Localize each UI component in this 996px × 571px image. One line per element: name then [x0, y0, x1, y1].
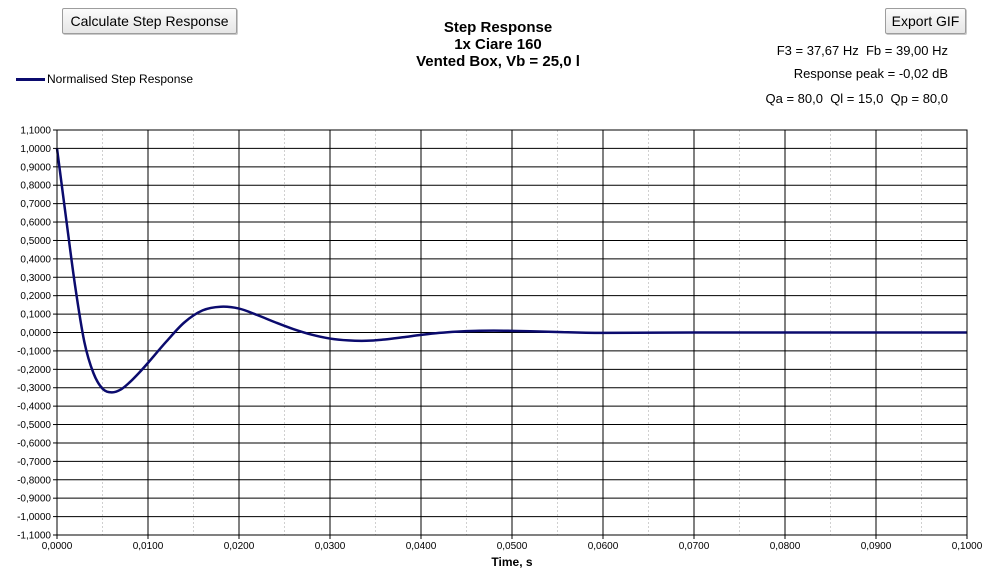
x-tick-label: 0,0500: [497, 541, 528, 552]
y-tick-label: 0,0000: [20, 328, 51, 339]
x-tick-label: 0,0100: [133, 541, 164, 552]
y-tick-label: 0,7000: [20, 199, 51, 210]
chart-subtitle-driver: 1x Ciare 160: [454, 36, 542, 53]
q-values-info: Qa = 80,0 Ql = 15,0 Qp = 80,0: [765, 91, 948, 106]
legend-swatch: [16, 77, 45, 81]
series-line: [55, 148, 967, 394]
y-tick-label: 0,8000: [20, 181, 51, 192]
y-tick-label: 0,6000: [20, 218, 51, 229]
response-peak-info: Response peak = -0,02 dB: [793, 66, 948, 81]
chart-title-block: Step Response 1x Ciare 160 Vented Box, V…: [348, 19, 648, 70]
y-tick-label: -1,0000: [17, 512, 51, 523]
x-tick-label: 0,1000: [952, 541, 983, 552]
y-tick-label: -0,3000: [17, 383, 51, 394]
y-tick-label: -0,1000: [17, 346, 51, 357]
y-tick-label: -0,6000: [17, 438, 51, 449]
x-tick-label: 0,0900: [861, 541, 892, 552]
legend-label: Normalised Step Response: [47, 72, 194, 86]
x-tick-label: 0,0000: [42, 541, 73, 552]
chart-title: Step Response: [443, 19, 553, 36]
y-tick-label: -0,9000: [17, 494, 51, 505]
x-axis-title: Time, s: [491, 555, 532, 569]
y-tick-label: 0,9000: [20, 162, 51, 173]
y-tick-label: -0,4000: [17, 402, 51, 413]
x-tick-label: 0,0300: [315, 541, 346, 552]
y-tick-label: 0,5000: [20, 236, 51, 247]
y-tick-label: 0,1000: [20, 310, 51, 321]
y-tick-label: 0,2000: [20, 291, 51, 302]
y-tick-label: 1,1000: [20, 126, 51, 137]
x-tick-label: 0,0700: [679, 541, 710, 552]
export-gif-button[interactable]: Export GIF: [885, 8, 966, 34]
plot-border: [56, 129, 968, 536]
y-tick-label: 0,4000: [20, 254, 51, 265]
calculate-step-response-button[interactable]: Calculate Step Response: [62, 8, 237, 34]
x-tick-label: 0,0600: [588, 541, 619, 552]
y-tick-label: -0,8000: [17, 475, 51, 486]
x-tick-label: 0,0800: [770, 541, 801, 552]
y-tick-label: -0,5000: [17, 420, 51, 431]
y-tick-label: -0,2000: [17, 365, 51, 376]
f3-fb-info: F3 = 37,67 Hz Fb = 39,00 Hz: [776, 43, 948, 58]
y-tick-label: -0,7000: [17, 457, 51, 468]
legend: Normalised Step Response: [16, 72, 193, 86]
y-tick-label: 1,0000: [20, 144, 51, 155]
x-tick-label: 0,0400: [406, 541, 437, 552]
y-tick-label: 0,3000: [20, 273, 51, 284]
x-tick-label: 0,0200: [224, 541, 255, 552]
chart-subtitle-box: Vented Box, Vb = 25,0 l: [416, 53, 580, 70]
y-tick-label: -1,1000: [17, 531, 51, 542]
